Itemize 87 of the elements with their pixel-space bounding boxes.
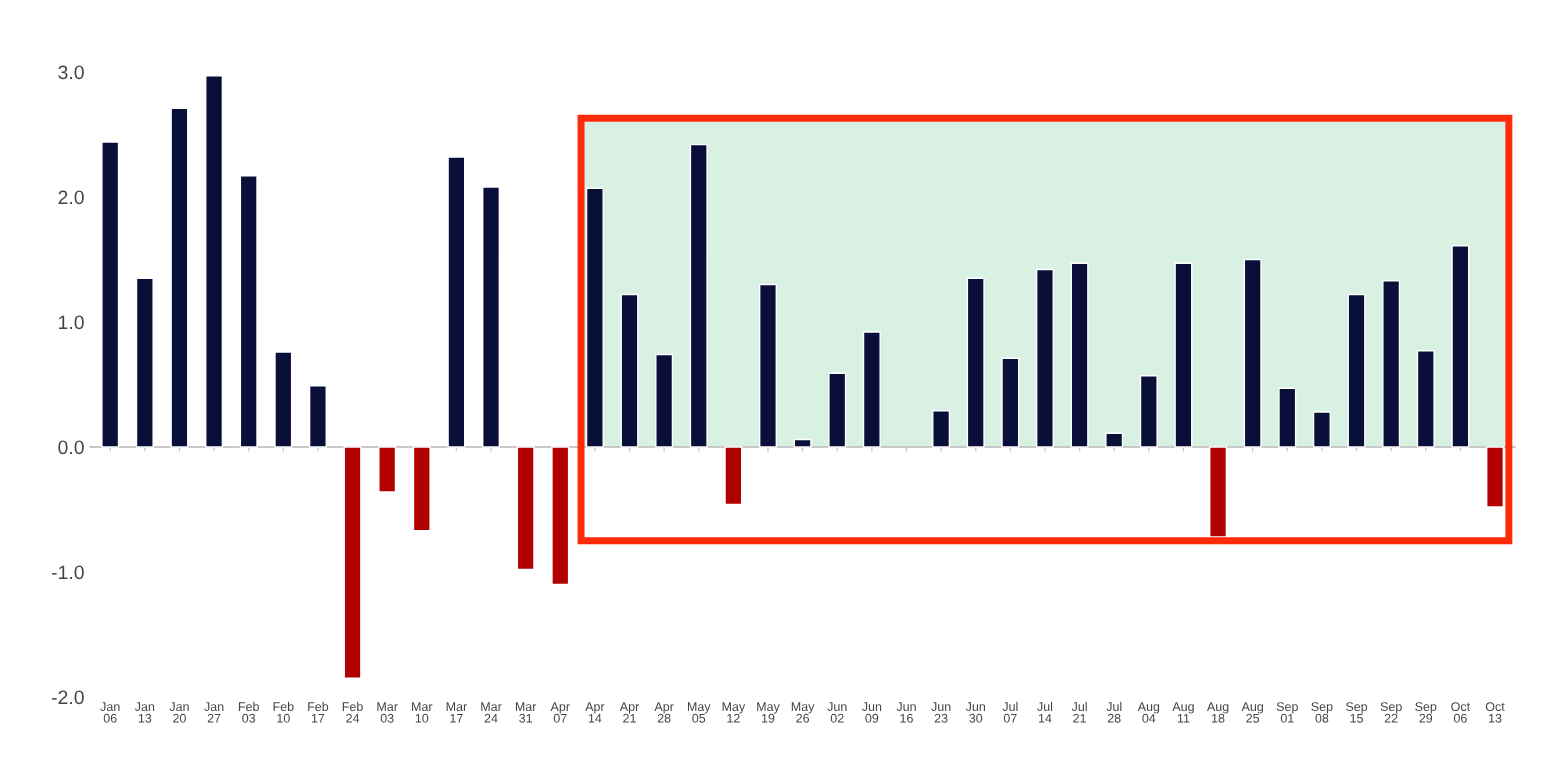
x-tick-label: Jun 16 bbox=[896, 702, 916, 723]
x-tick-label: Oct 06 bbox=[1451, 702, 1471, 723]
x-tick-label: Apr 21 bbox=[619, 702, 640, 723]
x-tick-label: Jun 09 bbox=[861, 702, 882, 723]
y-tick-label: 0.0 bbox=[58, 440, 84, 455]
bar bbox=[1174, 262, 1193, 448]
bar bbox=[1209, 446, 1228, 538]
x-tick-label: Jan 13 bbox=[134, 702, 155, 723]
bar bbox=[966, 277, 985, 448]
bar bbox=[101, 141, 120, 448]
x-tick-label: Jun 23 bbox=[931, 702, 951, 723]
x-tick-label: Sep 15 bbox=[1345, 702, 1368, 723]
bar bbox=[793, 438, 812, 448]
bar bbox=[585, 187, 604, 448]
x-tick-label: Mar 03 bbox=[377, 702, 398, 723]
x-tick-label: Sep 08 bbox=[1311, 702, 1333, 723]
x-tick-label: Feb 03 bbox=[238, 701, 259, 723]
x-tick-label: Apr 14 bbox=[585, 702, 605, 723]
y-tick-label: -2.0 bbox=[51, 690, 84, 705]
y-tick-label: 2.0 bbox=[58, 190, 84, 205]
bar bbox=[724, 446, 743, 506]
bar bbox=[1312, 411, 1331, 448]
x-tick-label: Aug 25 bbox=[1241, 702, 1263, 723]
bar bbox=[343, 446, 362, 679]
x-tick-label: Feb 17 bbox=[308, 701, 329, 723]
bar bbox=[205, 75, 224, 448]
bar bbox=[1278, 387, 1297, 448]
bar bbox=[1139, 375, 1158, 448]
x-tick-label: Apr 28 bbox=[654, 702, 674, 723]
x-tick-label: Jul 28 bbox=[1106, 701, 1122, 723]
bar bbox=[135, 277, 154, 448]
x-tick-label: May 12 bbox=[722, 702, 746, 723]
x-tick-label: Sep 01 bbox=[1276, 702, 1298, 723]
bar bbox=[1486, 446, 1505, 508]
y-tick-label: -1.0 bbox=[51, 565, 84, 580]
bar bbox=[620, 293, 639, 448]
x-tick-label: Jun 30 bbox=[965, 702, 985, 723]
bar bbox=[308, 385, 327, 448]
y-tick-label: 1.0 bbox=[59, 315, 84, 330]
x-tick-label: Sep 29 bbox=[1415, 702, 1437, 723]
x-tick-label: Sep 22 bbox=[1380, 702, 1402, 723]
x-tick-label: Aug 04 bbox=[1137, 702, 1160, 723]
bar bbox=[1070, 262, 1089, 448]
x-tick-label: Aug 18 bbox=[1206, 702, 1229, 723]
bar bbox=[239, 175, 258, 448]
bar bbox=[1105, 432, 1124, 448]
bar bbox=[378, 446, 397, 493]
x-tick-label: Mar 10 bbox=[412, 702, 433, 723]
x-tick-label: May 26 bbox=[791, 702, 815, 723]
bar bbox=[758, 283, 777, 448]
bar bbox=[1451, 245, 1470, 448]
bar bbox=[689, 143, 708, 448]
y-tick-label: 3.0 bbox=[58, 65, 84, 80]
x-tick-label: Jan 20 bbox=[169, 702, 189, 723]
bar bbox=[482, 186, 501, 448]
x-tick-label: May 19 bbox=[757, 702, 780, 723]
bar bbox=[412, 446, 431, 532]
x-tick-label: Apr 07 bbox=[550, 702, 570, 723]
bar bbox=[1035, 268, 1054, 448]
bar bbox=[170, 107, 189, 448]
x-tick-label: Mar 17 bbox=[446, 702, 467, 723]
x-tick-label: May 05 bbox=[687, 702, 711, 723]
x-tick-label: Jan 06 bbox=[100, 702, 120, 723]
bar bbox=[1416, 350, 1435, 448]
bar bbox=[1001, 357, 1020, 448]
x-tick-label: Aug 11 bbox=[1172, 702, 1194, 723]
x-tick-label: Feb 10 bbox=[273, 701, 294, 723]
bar bbox=[1243, 258, 1262, 448]
bar bbox=[655, 353, 674, 448]
x-tick-label: Jul 21 bbox=[1071, 701, 1087, 723]
bar bbox=[516, 446, 535, 571]
bar bbox=[1347, 293, 1366, 448]
bar bbox=[274, 351, 293, 448]
bar bbox=[828, 372, 847, 448]
bar bbox=[1382, 280, 1401, 448]
bar bbox=[862, 331, 881, 448]
x-tick-label: Jan 27 bbox=[204, 702, 224, 723]
x-tick-label: Jun 02 bbox=[827, 702, 847, 723]
x-tick-label: Mar 31 bbox=[515, 702, 537, 723]
x-tick-label: Jul 14 bbox=[1037, 701, 1053, 723]
x-tick-label: Feb 24 bbox=[342, 701, 363, 723]
x-tick-label: Jul 07 bbox=[1002, 701, 1018, 723]
bar bbox=[447, 156, 466, 448]
x-tick-label: Oct 13 bbox=[1485, 702, 1505, 723]
bar bbox=[932, 410, 951, 448]
x-tick-label: Mar 24 bbox=[481, 702, 502, 723]
bar bbox=[551, 446, 570, 586]
